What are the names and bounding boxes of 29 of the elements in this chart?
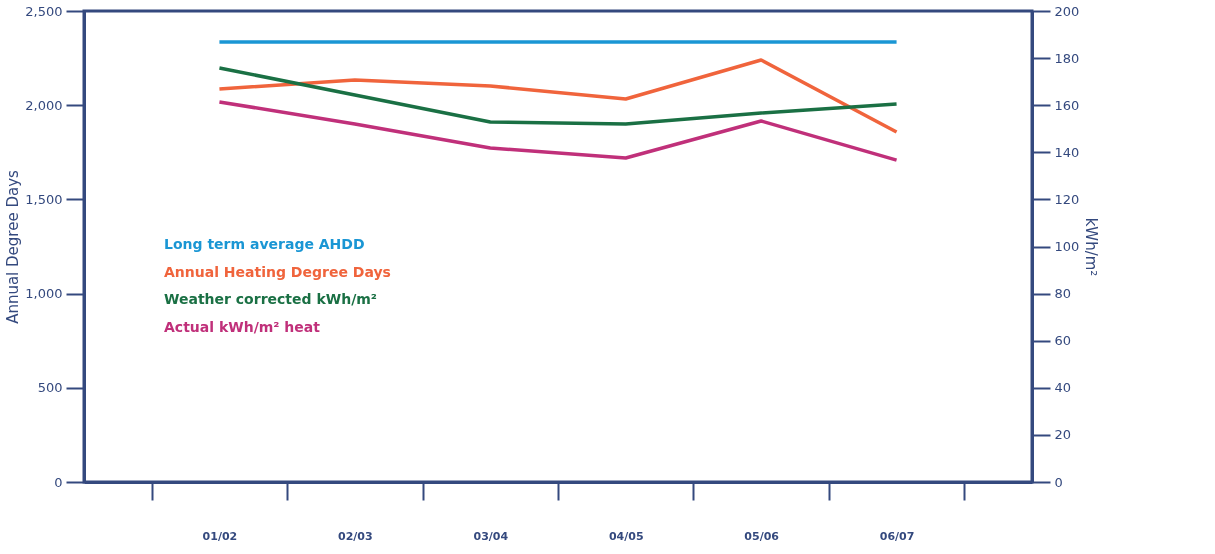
y2-tick-label: 80 [1054,286,1072,302]
y2-tick-label: 120 [1054,191,1080,207]
y2-tick-label: 60 [1054,333,1072,349]
y2-axis-title: kWh/m² [1082,217,1101,277]
y-tick-label: 2,500 [25,3,63,19]
x-tick-label: 06/07 [879,529,915,543]
y2-tick-label: 200 [1054,3,1080,19]
x-tick-label: 01/02 [202,529,238,543]
text: Actual kWh/m² heat [164,319,321,336]
y2-tick-label: 160 [1054,97,1080,113]
y2-tick-label: 100 [1054,239,1080,254]
y2-tick-label: 180 [1054,50,1080,66]
y-tick-label: 500 [37,380,63,396]
y2-tick-label: 40 [1054,380,1072,396]
y2-tick-label: 0 [1054,474,1063,490]
y-tick-label: 0 [54,474,63,490]
y2-tick-label: 140 [1054,144,1080,160]
x-tick-label: 05/06 [744,529,780,543]
y-tick-label: 2,000 [25,97,63,113]
y-tick-label: 1,500 [25,191,63,207]
y-axis-title: Annual Degree Days [4,169,23,324]
x-tick-label: 04/05 [608,529,644,543]
text: Weather corrected kWh/m² [164,291,377,308]
y-tick-label: 1,000 [25,286,63,302]
x-tick-label: 02/03 [338,529,373,543]
text: Annual Heating Degree Days [164,263,391,280]
y2-tick-label: 20 [1054,427,1072,443]
text: Long term average AHDD [164,235,365,252]
x-tick-label: 03/04 [473,529,509,543]
